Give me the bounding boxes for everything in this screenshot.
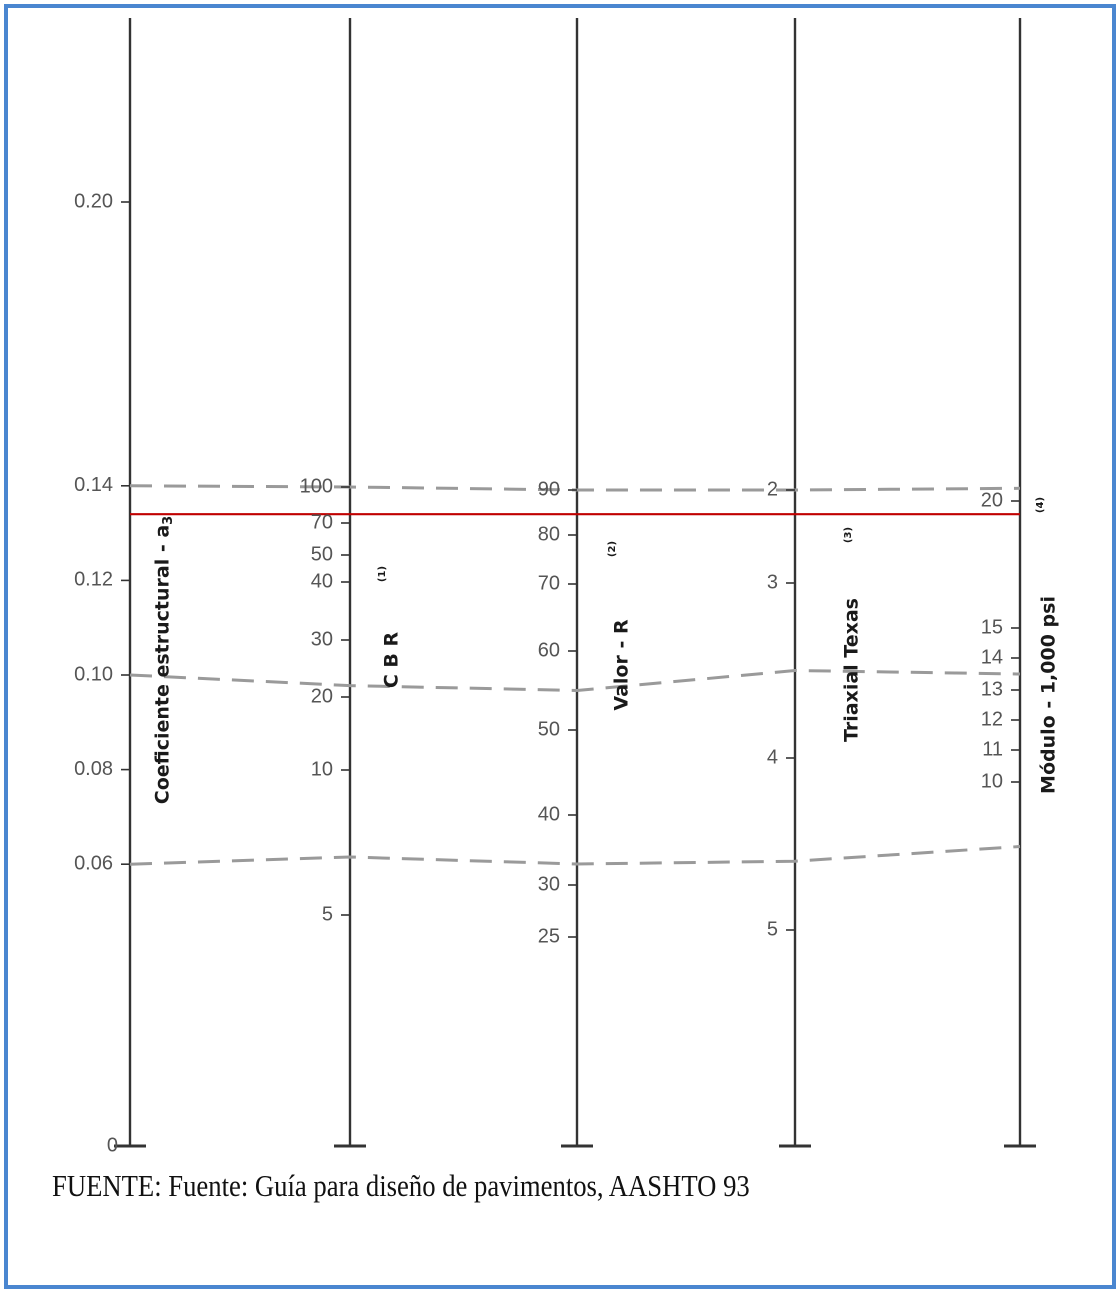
- tick-label-cbr-2: 50: [311, 543, 333, 565]
- axis-note-modulus: (4): [1035, 497, 1046, 513]
- tick-label-r-value-2: 70: [538, 572, 560, 594]
- tick-label-r-value-0: 90: [538, 478, 560, 500]
- tick-label-modulus-0: 20: [981, 489, 1003, 511]
- axis-title-r-value: Valor - R: [611, 619, 633, 711]
- tick-label-cbr-7: 5: [322, 903, 333, 925]
- tick-label-a3-4: 0.08: [74, 758, 113, 780]
- axis-title-a3: Coeficiente estructural - a3: [152, 516, 176, 804]
- axis-note-r-value: (2): [607, 541, 618, 557]
- tick-label-texas-triaxial-0: 2: [767, 478, 778, 500]
- tick-label-a3-6: 0: [107, 1134, 118, 1156]
- tick-label-cbr-1: 70: [311, 511, 333, 533]
- tick-label-modulus-5: 11: [982, 738, 1003, 760]
- tick-label-cbr-6: 10: [311, 758, 333, 780]
- tick-label-cbr-3: 40: [311, 570, 333, 592]
- tick-label-cbr-5: 20: [311, 685, 333, 707]
- nomogram-chart: 0.20 0.14 0.12 0.10 0.08 0.06 0 100 70 50 40 30 20 10…: [74, 18, 1060, 1156]
- tick-label-r-value-4: 50: [538, 718, 560, 740]
- tick-label-r-value-7: 25: [538, 925, 560, 947]
- tick-label-modulus-3: 13: [981, 678, 1003, 700]
- axis-title-texas-triaxial: Triaxial Texas: [841, 598, 863, 742]
- tick-label-r-value-3: 60: [538, 639, 560, 661]
- tick-label-a3-0: 0.20: [74, 190, 113, 212]
- tick-label-a3-5: 0.06: [74, 852, 113, 874]
- reference-line-2: [129, 668, 1021, 693]
- tick-label-r-value-6: 30: [538, 873, 560, 895]
- tick-label-r-value-5: 40: [538, 803, 560, 825]
- tick-label-a3-1: 0.14: [74, 474, 113, 496]
- figure-frame: [4, 4, 1116, 1289]
- axis-title-modulus: Módulo - 1,000 psi: [1038, 596, 1060, 794]
- tick-label-modulus-2: 14: [981, 646, 1003, 668]
- reference-line-3: [129, 845, 1021, 866]
- tick-label-texas-triaxial-3: 5: [767, 918, 778, 940]
- axis-title-subscript: 3: [161, 516, 176, 525]
- tick-label-modulus-6: 10: [981, 770, 1003, 792]
- axis-note-texas-triaxial: (3): [843, 527, 854, 543]
- tick-label-texas-triaxial-2: 4: [767, 746, 778, 768]
- tick-label-texas-triaxial-1: 3: [767, 571, 778, 593]
- tick-label-cbr-0: 100: [300, 475, 333, 497]
- tick-label-cbr-4: 30: [311, 628, 333, 650]
- tick-label-a3-3: 0.10: [74, 663, 113, 685]
- source-caption: FUENTE: Fuente: Guía para diseño de pavi…: [52, 1168, 750, 1203]
- axis-title-cbr: C B R: [381, 631, 403, 688]
- tick-label-modulus-1: 15: [981, 616, 1003, 638]
- tick-label-a3-2: 0.12: [74, 569, 113, 591]
- tick-label-r-value-1: 80: [538, 523, 560, 545]
- tick-label-modulus-4: 12: [981, 708, 1003, 730]
- axis-note-cbr: (1): [377, 566, 388, 582]
